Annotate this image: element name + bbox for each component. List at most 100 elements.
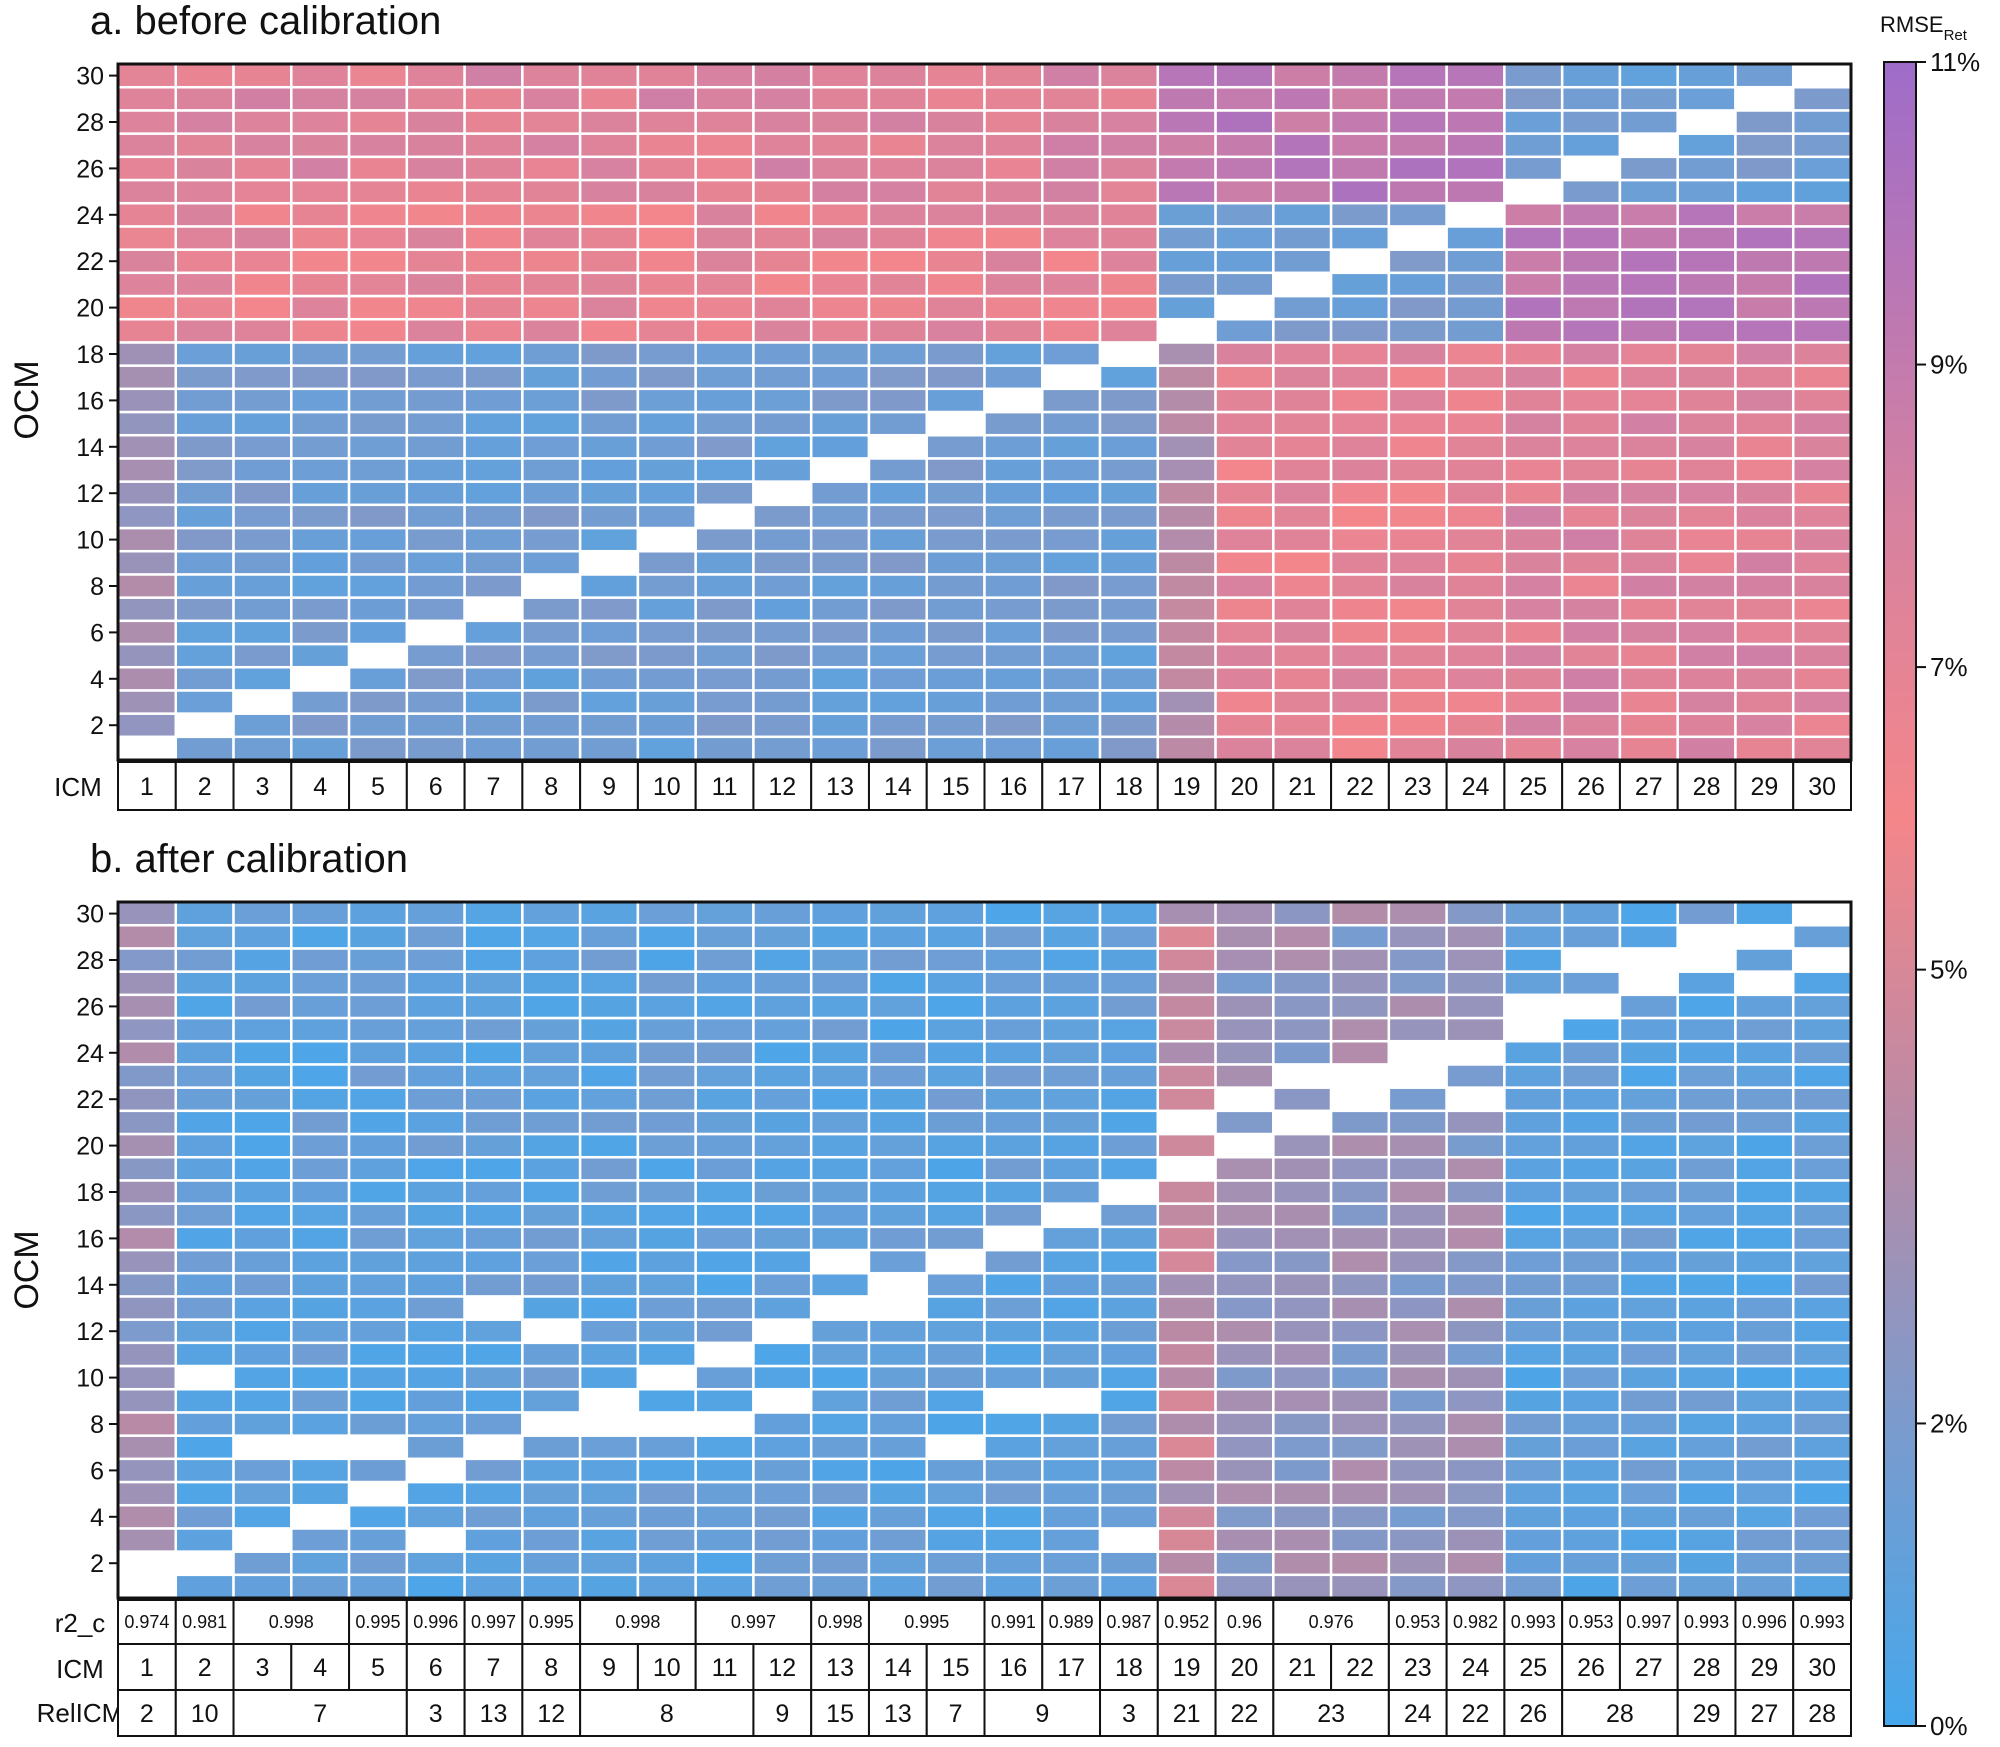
heatmap-b-cell (1041, 1527, 1102, 1553)
heatmap-b-cell (1791, 1202, 1853, 1229)
heatmap-a-cell (1041, 155, 1102, 182)
heatmap-b-cell (1272, 1086, 1333, 1113)
heatmap-a-cell (1791, 712, 1853, 739)
heatmap-b-cell (1156, 1457, 1217, 1484)
heatmap-a-cell (578, 341, 640, 367)
heatmap-a-cell (116, 433, 178, 460)
heatmap-a-cell (809, 85, 871, 112)
heatmap-b-cell (290, 923, 351, 950)
heatmap-a-cell (925, 573, 986, 599)
heatmap-a-cell (1676, 62, 1737, 89)
heatmap-a-cell (1329, 480, 1391, 507)
r2c-cell (1156, 1599, 1217, 1645)
panel-a-icm-text: 30 (1808, 773, 1836, 801)
relicm-text: 9 (1035, 1700, 1049, 1728)
heatmap-a-cell (752, 109, 813, 135)
heatmap-a-cell (1272, 132, 1333, 159)
heatmap-b-cell (405, 1387, 466, 1414)
heatmap-b-cell (752, 1248, 813, 1275)
panel-a-icm-cell (1561, 761, 1621, 811)
heatmap-b-cell (290, 1411, 351, 1437)
heatmap-b-cell (463, 1295, 524, 1321)
heatmap-b-cell (1618, 1295, 1679, 1321)
heatmap-b-cell (694, 947, 755, 973)
heatmap-b-cell (1329, 1248, 1391, 1275)
heatmap-b-cell (1329, 1086, 1391, 1113)
heatmap-a-cell (1734, 155, 1795, 182)
relicm-text: 22 (1462, 1700, 1490, 1728)
heatmap-a-cell (290, 178, 351, 205)
heatmap-b-cell (1734, 1573, 1795, 1600)
heatmap-a-cell (1560, 480, 1622, 507)
heatmap-a-cell (521, 294, 582, 321)
heatmap-b-cell (1387, 1225, 1448, 1252)
heatmap-b-cell (636, 1480, 697, 1507)
heatmap-b-cell (521, 1202, 582, 1229)
heatmap-a-cell (1618, 178, 1679, 205)
heatmap-a-cell (1098, 665, 1160, 692)
heatmap-a-cell (1791, 735, 1853, 762)
heatmap-a-cell (1214, 364, 1275, 391)
heatmap-a-cell (1676, 457, 1737, 483)
heatmap-b-cell (636, 1016, 697, 1043)
icm-cell (1387, 1643, 1448, 1691)
relicm-text: 29 (1693, 1700, 1721, 1728)
r2c-text: 0.997 (731, 1612, 776, 1632)
heatmap-a-cell (232, 665, 293, 692)
heatmap-a-cell (290, 573, 351, 599)
heatmap-b-cell (1041, 1341, 1102, 1368)
heatmap-b-cell (232, 1016, 293, 1043)
heatmap-b-cell (405, 1039, 466, 1066)
heatmap-b-cell (1156, 970, 1217, 997)
heatmap-a-cell (867, 85, 928, 112)
heatmap-a-cell (809, 480, 871, 507)
heatmap-b-cell (521, 1457, 582, 1484)
heatmap-a-cell (752, 433, 813, 460)
r2c-text: 0.996 (1742, 1612, 1787, 1632)
heatmap-a-cell (290, 225, 351, 251)
icm-text: 29 (1750, 1654, 1778, 1682)
heatmap-a-cell (463, 433, 524, 460)
r2c-cell (463, 1599, 524, 1645)
heatmap-b-cell (1387, 1550, 1448, 1577)
heatmap-b-cell (174, 1318, 235, 1345)
heatmap-a-cell (521, 573, 582, 599)
heatmap-b-cell (1618, 1411, 1679, 1437)
heatmap-a-cell (1098, 294, 1160, 321)
heatmap-a-cell (694, 573, 755, 599)
heatmap-a-cell (232, 364, 293, 391)
icm-text: 8 (544, 1654, 558, 1682)
heatmap-a-cell (1098, 225, 1160, 251)
heatmap-a-cell (1041, 526, 1102, 553)
heatmap-b-cell (1272, 947, 1333, 973)
heatmap-a-cell (1272, 85, 1333, 112)
heatmap-b-cell (983, 1295, 1044, 1321)
heatmap-a-cell (347, 201, 409, 228)
heatmap-b-cell (983, 1179, 1044, 1205)
heatmap-b-cell (347, 1132, 409, 1159)
heatmap-a-cell (174, 735, 235, 762)
heatmap-b-cell (809, 1341, 871, 1368)
heatmap-a-cell (1272, 503, 1333, 530)
heatmap-b-cell (1387, 1086, 1448, 1113)
heatmap-b-cell (1676, 970, 1737, 997)
heatmap-a-cell (1734, 689, 1795, 715)
r2c-cell (1792, 1599, 1852, 1645)
heatmap-a-cell (925, 132, 986, 159)
heatmap-a-cell (1676, 155, 1737, 182)
panel-a-icm-cell (1330, 761, 1390, 811)
heatmap-a-frame (116, 62, 1853, 762)
heatmap-b-cell (232, 1550, 293, 1577)
heatmap-a-cell (1676, 642, 1737, 669)
heatmap-a-cell (405, 155, 466, 182)
heatmap-b-cell (290, 1248, 351, 1275)
heatmap-a-cell (983, 294, 1044, 321)
heatmap-b-cell (1329, 1341, 1391, 1368)
r2c-text: 0.991 (991, 1612, 1036, 1632)
heatmap-b-cell (1503, 1480, 1564, 1507)
heatmap-a-cell (232, 712, 293, 739)
heatmap-a-cell (925, 689, 986, 715)
r2c-text: 0.952 (1164, 1612, 1209, 1632)
panel-a-icm-text: 12 (768, 773, 796, 801)
heatmap-b-cell (694, 1573, 755, 1600)
